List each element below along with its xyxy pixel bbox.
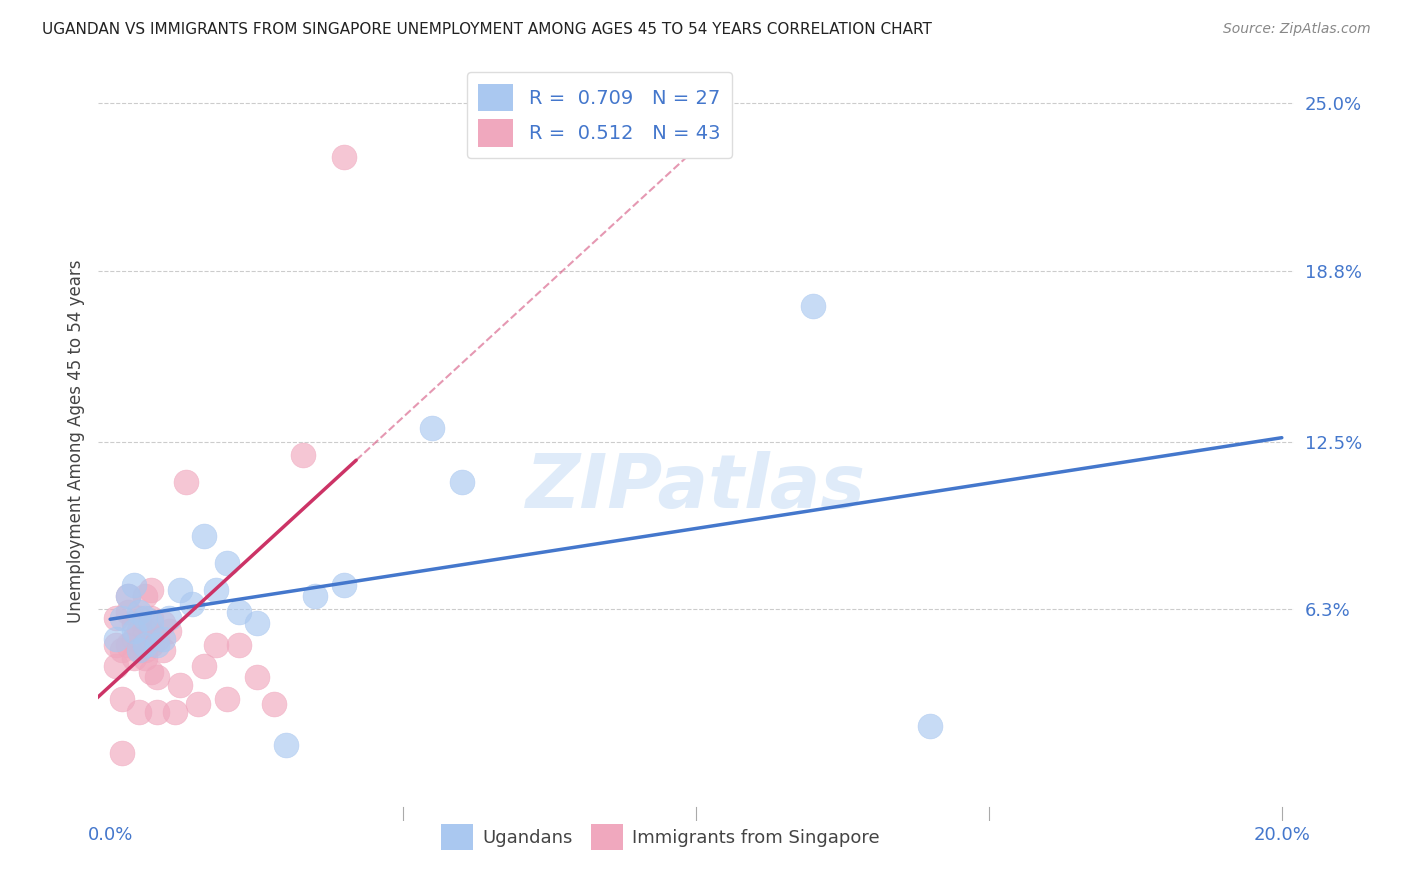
Point	[141, 583, 163, 598]
Point	[217, 557, 239, 571]
Point	[174, 475, 197, 490]
Text: Source: ZipAtlas.com: Source: ZipAtlas.com	[1223, 22, 1371, 37]
Point	[169, 678, 191, 692]
Point	[217, 691, 239, 706]
Text: UGANDAN VS IMMIGRANTS FROM SINGAPORE UNEMPLOYMENT AMONG AGES 45 TO 54 YEARS CORR: UGANDAN VS IMMIGRANTS FROM SINGAPORE UNE…	[42, 22, 932, 37]
Point	[333, 150, 356, 164]
Point	[146, 706, 169, 720]
Point	[152, 632, 174, 647]
Point	[333, 578, 356, 592]
Point	[122, 651, 145, 665]
Point	[128, 624, 150, 639]
Point	[169, 583, 191, 598]
Point	[163, 706, 186, 720]
Point	[111, 746, 134, 760]
Point	[193, 659, 215, 673]
Point	[105, 632, 128, 647]
Point	[134, 624, 156, 639]
Point	[141, 615, 163, 630]
Point	[801, 299, 824, 313]
Point	[141, 638, 163, 652]
Point	[920, 719, 942, 733]
Point	[246, 670, 269, 684]
Point	[292, 448, 315, 462]
Point	[111, 691, 134, 706]
Point	[134, 638, 156, 652]
Point	[134, 643, 156, 657]
Point	[141, 610, 163, 624]
Point	[152, 643, 174, 657]
Point	[122, 615, 145, 630]
Point	[128, 643, 150, 657]
Point	[122, 578, 145, 592]
Point	[187, 697, 209, 711]
Point	[141, 624, 163, 639]
Point	[152, 615, 174, 630]
Point	[128, 706, 150, 720]
Point	[204, 583, 226, 598]
Point	[128, 643, 150, 657]
Point	[146, 632, 169, 647]
Point	[105, 638, 128, 652]
Point	[228, 638, 250, 652]
Point	[117, 589, 139, 603]
Point	[134, 610, 156, 624]
Point	[146, 670, 169, 684]
Point	[128, 610, 150, 624]
Point	[117, 589, 139, 603]
Point	[263, 697, 285, 711]
Point	[246, 615, 269, 630]
Point	[134, 651, 156, 665]
Point	[122, 632, 145, 647]
Point	[228, 605, 250, 619]
Point	[204, 638, 226, 652]
Legend: Ugandans, Immigrants from Singapore: Ugandans, Immigrants from Singapore	[433, 817, 887, 857]
Point	[146, 638, 169, 652]
Point	[157, 624, 180, 639]
Point	[111, 610, 134, 624]
Point	[274, 738, 297, 752]
Point	[105, 659, 128, 673]
Point	[117, 605, 139, 619]
Point	[111, 643, 134, 657]
Point	[128, 605, 150, 619]
Text: ZIPatlas: ZIPatlas	[526, 450, 866, 524]
Point	[105, 610, 128, 624]
Y-axis label: Unemployment Among Ages 45 to 54 years: Unemployment Among Ages 45 to 54 years	[66, 260, 84, 624]
Point	[122, 624, 145, 639]
Point	[134, 589, 156, 603]
Point	[304, 589, 326, 603]
Point	[181, 597, 204, 611]
Point	[193, 529, 215, 543]
Point	[157, 610, 180, 624]
Point	[450, 475, 472, 490]
Point	[422, 421, 444, 435]
Point	[141, 665, 163, 679]
Point	[117, 638, 139, 652]
